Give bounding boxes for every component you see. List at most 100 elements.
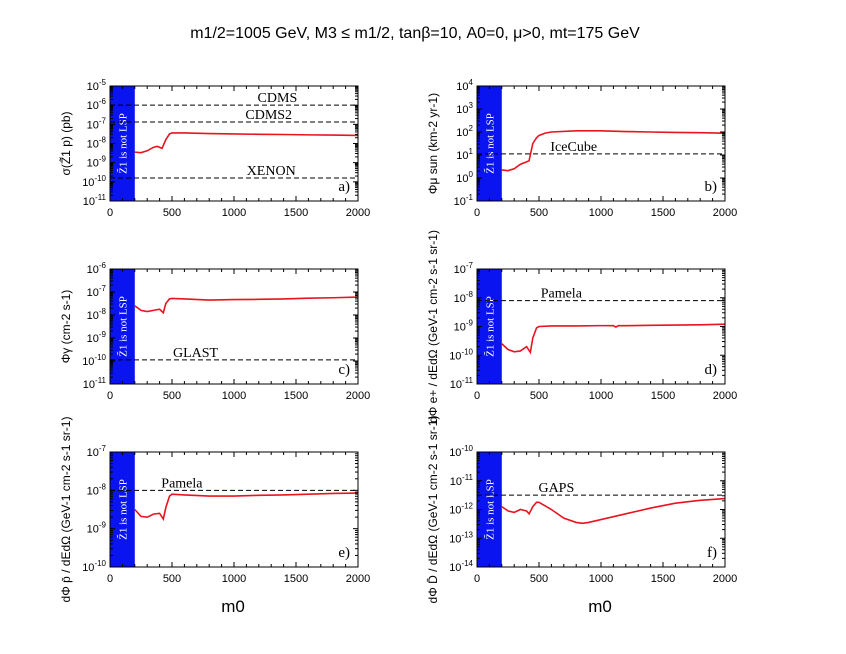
y-tick-label: 10-7 — [87, 116, 107, 131]
y-tick-label: 103 — [456, 101, 473, 116]
y-axis-label: Φμ sun (km-2 yr-1) — [426, 93, 440, 194]
limit-label-pamela: Pamela — [541, 287, 583, 302]
y-tick-label: 10-12 — [449, 502, 473, 517]
non-lsp-band-label: Z̃1 is not LSP — [116, 479, 129, 540]
y-tick-label: 101 — [456, 147, 473, 162]
limit-label-cdms: CDMS — [258, 91, 298, 106]
y-axis-label: dΦ p̄ / dEdΩ (GeV-1 cm-2 s-1 sr-1) — [59, 417, 73, 603]
y-tick-label: 104 — [456, 78, 473, 93]
x-tick-label: 500 — [163, 207, 181, 219]
x-tick-label: 1500 — [284, 390, 308, 402]
y-tick-label: 10-8 — [87, 482, 107, 497]
panel-label: c) — [338, 362, 350, 378]
x-tick-label: 500 — [163, 390, 181, 402]
y-tick-label: 10-1 — [454, 193, 474, 208]
figure-title: m1/2=1005 GeV, M3 ≤ m1/2, tanβ=10, A0=0,… — [190, 25, 640, 42]
plot-frame — [476, 268, 726, 385]
y-tick-label: 10-10 — [82, 174, 106, 189]
x-tick-label: 1500 — [284, 573, 308, 585]
non-lsp-band — [110, 452, 135, 567]
panel-label: a) — [338, 179, 350, 195]
x-tick-label: 500 — [163, 573, 181, 585]
panel-label: b) — [705, 179, 718, 195]
non-lsp-band-label: Z̃1 is not LSP — [483, 479, 496, 540]
x-tick-label: 500 — [530, 390, 548, 402]
y-tick-label: 10-7 — [87, 444, 107, 459]
y-tick-label: 10-11 — [450, 376, 474, 391]
y-tick-label: 10-7 — [87, 284, 107, 299]
panel-label: d) — [705, 362, 718, 378]
y-axis-label: dΦ D̄ / dEdΩ (GeV-1 cm-2 s-1 sr-1) — [426, 416, 440, 604]
y-tick-label: 10-10 — [449, 347, 473, 362]
x-axis-label-right: m0 — [588, 597, 612, 616]
x-tick-label: 2000 — [346, 573, 370, 585]
non-lsp-band-label: Z̃1 is not LSP — [116, 113, 129, 174]
chart-panel-d: Z̃1 is not LSP Pamela 0 500 1000 1500 2000 10-1… — [426, 230, 737, 423]
y-tick-label: 10-13 — [449, 530, 473, 545]
limit-label-gaps: GAPS — [538, 481, 574, 496]
x-tick-label: 1500 — [284, 207, 308, 219]
non-lsp-band-label: Z̃1 is not LSP — [116, 296, 129, 357]
y-tick-label: 10-9 — [87, 521, 107, 536]
limit-label-pamela: Pamela — [161, 476, 203, 491]
y-tick-label: 10-7 — [454, 261, 474, 276]
plot-frame — [109, 85, 359, 202]
y-tick-label: 10-8 — [87, 307, 107, 322]
non-lsp-band — [110, 269, 135, 384]
y-tick-label: 10-14 — [449, 559, 473, 574]
series-line — [134, 296, 359, 315]
y-tick-label: 10-6 — [87, 97, 107, 112]
x-tick-label: 500 — [530, 573, 548, 585]
x-tick-label: 1000 — [222, 390, 246, 402]
y-tick-label: 10-8 — [87, 136, 107, 151]
y-tick-label: 10-5 — [87, 78, 107, 93]
y-axis-label: Φγ (cm-2 s-1) — [59, 290, 73, 364]
chart-panel-e: Z̃1 is not LSP Pamela 0 500 1000 1500 2000 10-1… — [59, 417, 370, 603]
chart-panel-f: Z̃1 is not LSP GAPS 0 500 1000 1500 2000 10-14 1… — [426, 416, 737, 604]
limit-label-xenon: XENON — [247, 164, 296, 179]
limit-label-glast: GLAST — [173, 346, 219, 361]
panel-label: f) — [707, 545, 717, 561]
y-tick-label: 10-9 — [454, 319, 474, 334]
x-tick-label: 0 — [107, 207, 113, 219]
y-tick-label: 10-11 — [83, 193, 107, 208]
y-tick-label: 10-8 — [454, 290, 474, 305]
x-tick-label: 1000 — [589, 390, 613, 402]
y-axis-label: σ(Z̃1 p) (pb) — [58, 111, 73, 175]
y-tick-label: 10-11 — [83, 376, 107, 391]
plot-frame — [476, 451, 726, 568]
x-tick-label: 1000 — [222, 573, 246, 585]
series-line — [134, 492, 359, 522]
x-tick-label: 1500 — [651, 573, 675, 585]
x-tick-label: 1500 — [651, 390, 675, 402]
plot-frame — [109, 268, 359, 385]
chart-panel-a: Z̃1 is not LSP CDMS CDMS2 XENON 0 500 1000 1500… — [58, 78, 370, 219]
x-tick-label: 2000 — [346, 207, 370, 219]
x-tick-label: 0 — [474, 207, 480, 219]
series-line — [134, 132, 359, 154]
x-tick-label: 1000 — [589, 207, 613, 219]
y-tick-label: 102 — [456, 124, 473, 139]
chart-panel-c: Z̃1 is not LSP GLAST 0 500 1000 1500 2000 10-11… — [59, 261, 370, 402]
panel-label: e) — [338, 545, 350, 561]
y-tick-label: 10-10 — [82, 353, 106, 368]
x-tick-label: 2000 — [346, 390, 370, 402]
x-tick-label: 0 — [474, 573, 480, 585]
x-tick-label: 2000 — [713, 573, 737, 585]
x-tick-label: 1000 — [589, 573, 613, 585]
y-tick-label: 10-6 — [87, 261, 107, 276]
x-tick-label: 0 — [107, 573, 113, 585]
x-tick-label: 2000 — [713, 207, 737, 219]
plot-frame — [109, 451, 359, 568]
x-tick-label: 2000 — [713, 390, 737, 402]
y-axis-label: dΦ e+ / dEdΩ (GeV-1 cm-2 s-1 sr-1) — [426, 230, 440, 423]
series-line — [501, 130, 726, 172]
non-lsp-band-label: Z̃1 is not LSP — [483, 113, 496, 174]
x-tick-label: 500 — [530, 207, 548, 219]
y-tick-label: 10-9 — [87, 155, 107, 170]
chart-panel-b: Z̃1 is not LSP IceCube 0 500 1000 1500 2000 10-… — [426, 78, 737, 219]
plot-frame — [476, 85, 726, 202]
y-tick-label: 10-10 — [82, 559, 106, 574]
x-tick-label: 1000 — [222, 207, 246, 219]
limit-label-cdms2: CDMS2 — [245, 108, 292, 123]
